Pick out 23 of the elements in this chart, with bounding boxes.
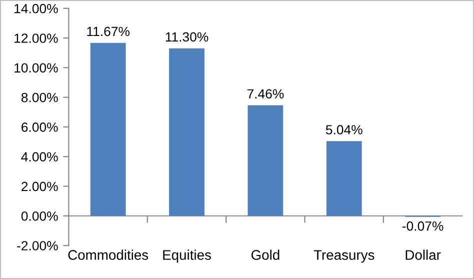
x-tick-label: Equities xyxy=(163,250,211,263)
data-label: -0.07% xyxy=(402,221,444,231)
x-tick-label: Treasurys xyxy=(314,250,374,263)
bar xyxy=(326,141,362,216)
data-label: 11.30% xyxy=(166,32,208,42)
bar xyxy=(90,42,126,216)
y-tick-label: 6.00% xyxy=(22,122,58,132)
data-label: 5.04% xyxy=(326,125,362,134)
data-label: 11.67% xyxy=(87,26,130,36)
data-label: 7.46% xyxy=(247,89,284,99)
y-tick-label: 0.00% xyxy=(21,211,58,221)
y-tick-label: 14.00% xyxy=(14,4,58,14)
x-tick-label: Commodities xyxy=(68,250,148,260)
y-tick-label: 4.00% xyxy=(21,152,58,162)
x-tick-label: Gold xyxy=(251,250,280,260)
y-tick-label: 2.00% xyxy=(22,182,58,192)
y-tick-label: 8.00% xyxy=(21,92,58,102)
y-tick-label: -2.00% xyxy=(17,241,58,250)
y-tick-label: 10.00% xyxy=(14,63,58,73)
x-tick-label: Dollar xyxy=(406,250,441,260)
bar xyxy=(248,105,284,216)
y-tick-label: 12.00% xyxy=(14,34,58,43)
bar xyxy=(169,48,204,216)
